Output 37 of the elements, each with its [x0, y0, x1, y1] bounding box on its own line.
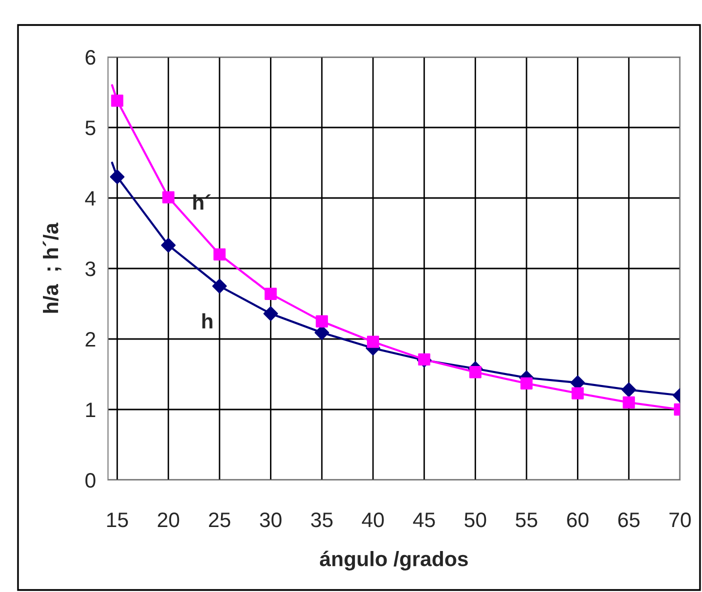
y-tick-label: 0: [85, 473, 96, 488]
point: [161, 238, 176, 253]
x-tick-label: 50: [464, 512, 486, 528]
x-tick-label: 60: [567, 512, 588, 528]
x-tick-label: 25: [209, 512, 230, 528]
point: [162, 191, 174, 204]
point: [622, 396, 635, 409]
point: [111, 94, 124, 107]
y-tick-label: 1: [86, 402, 96, 418]
point: [110, 170, 124, 184]
x-tick-label: 70: [669, 512, 691, 528]
point: [212, 278, 227, 294]
point: [366, 336, 380, 348]
y-axis-title: h/a ; h´/a: [42, 222, 62, 313]
y-tick-label: 5: [85, 120, 96, 136]
point: [520, 377, 533, 390]
x-axis-title: ángulo /grados: [320, 550, 468, 571]
point: [469, 366, 482, 378]
x-tick-label: 15: [107, 512, 128, 528]
y-tick-label: 2: [86, 332, 96, 347]
point: [264, 288, 277, 300]
x-tick-label: 35: [311, 512, 333, 528]
point: [572, 387, 584, 400]
x-tick-label: 30: [260, 512, 282, 528]
point: [213, 248, 226, 260]
point: [316, 315, 328, 328]
point: [622, 382, 636, 398]
point: [263, 306, 278, 321]
x-tick-label: 55: [516, 512, 538, 528]
x-tick-label: 65: [618, 512, 640, 528]
x-tick-label: 20: [158, 512, 180, 528]
y-tick-label: 4: [85, 191, 96, 206]
x-tick-label: 40: [362, 512, 384, 528]
x-tick-label: 45: [413, 512, 435, 528]
y-tick-label: 6: [86, 50, 96, 65]
y-tick-label: 3: [85, 262, 96, 276]
series-label: h: [202, 313, 212, 328]
